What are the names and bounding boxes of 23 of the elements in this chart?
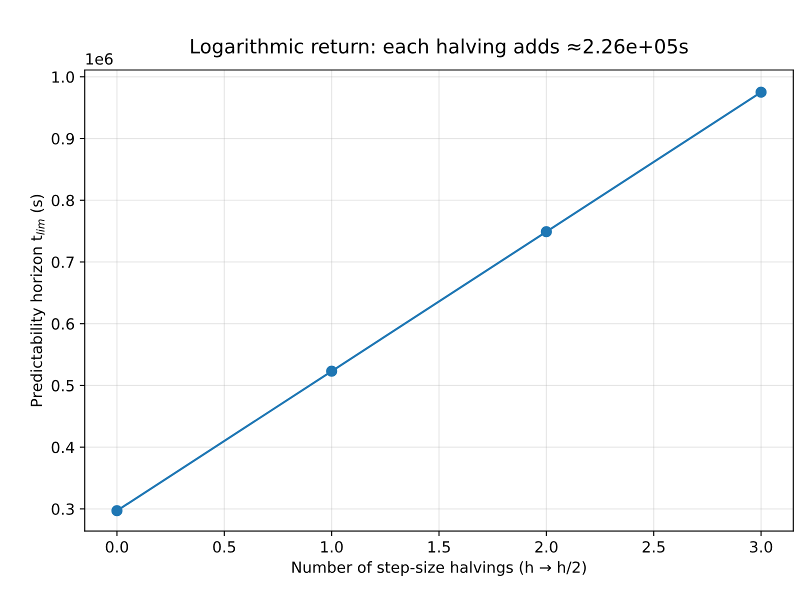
point [111, 505, 122, 516]
y-tick-label: 0.5 [52, 380, 74, 392]
x-tick-label: 3.0 [750, 541, 772, 553]
x-tick-label: 2.0 [535, 541, 558, 553]
y-tick-label: 0.9 [52, 132, 74, 145]
y-axis-title: Predictability horizon t$_{lim}$ (s) [30, 194, 46, 406]
point [326, 366, 338, 377]
x-tick-label: 1.0 [321, 541, 343, 553]
x-tick-label: 0.5 [213, 541, 236, 553]
text: 1e6 [86, 53, 113, 65]
point [540, 226, 552, 238]
y-tick-label: 0.4 [52, 442, 74, 454]
y-tick-label: 0.3 [52, 503, 74, 515]
x-tick-label: 2.5 [642, 541, 665, 553]
x-axis-title: Number of step-size halvings (h → h/2) [292, 561, 586, 576]
point [756, 86, 767, 98]
chart-title: Logarithmic return: each halving adds ≈2.26e+05s [191, 38, 688, 58]
y-tick-label: 0.7 [52, 256, 74, 268]
x-tick-label: 0.0 [106, 541, 128, 553]
y-tick-label: 0.6 [52, 318, 74, 330]
y-tick-label: 1.0 [52, 71, 74, 83]
x-tick-label: 1.5 [428, 541, 450, 553]
y-tick-label: 0.8 [52, 194, 74, 206]
